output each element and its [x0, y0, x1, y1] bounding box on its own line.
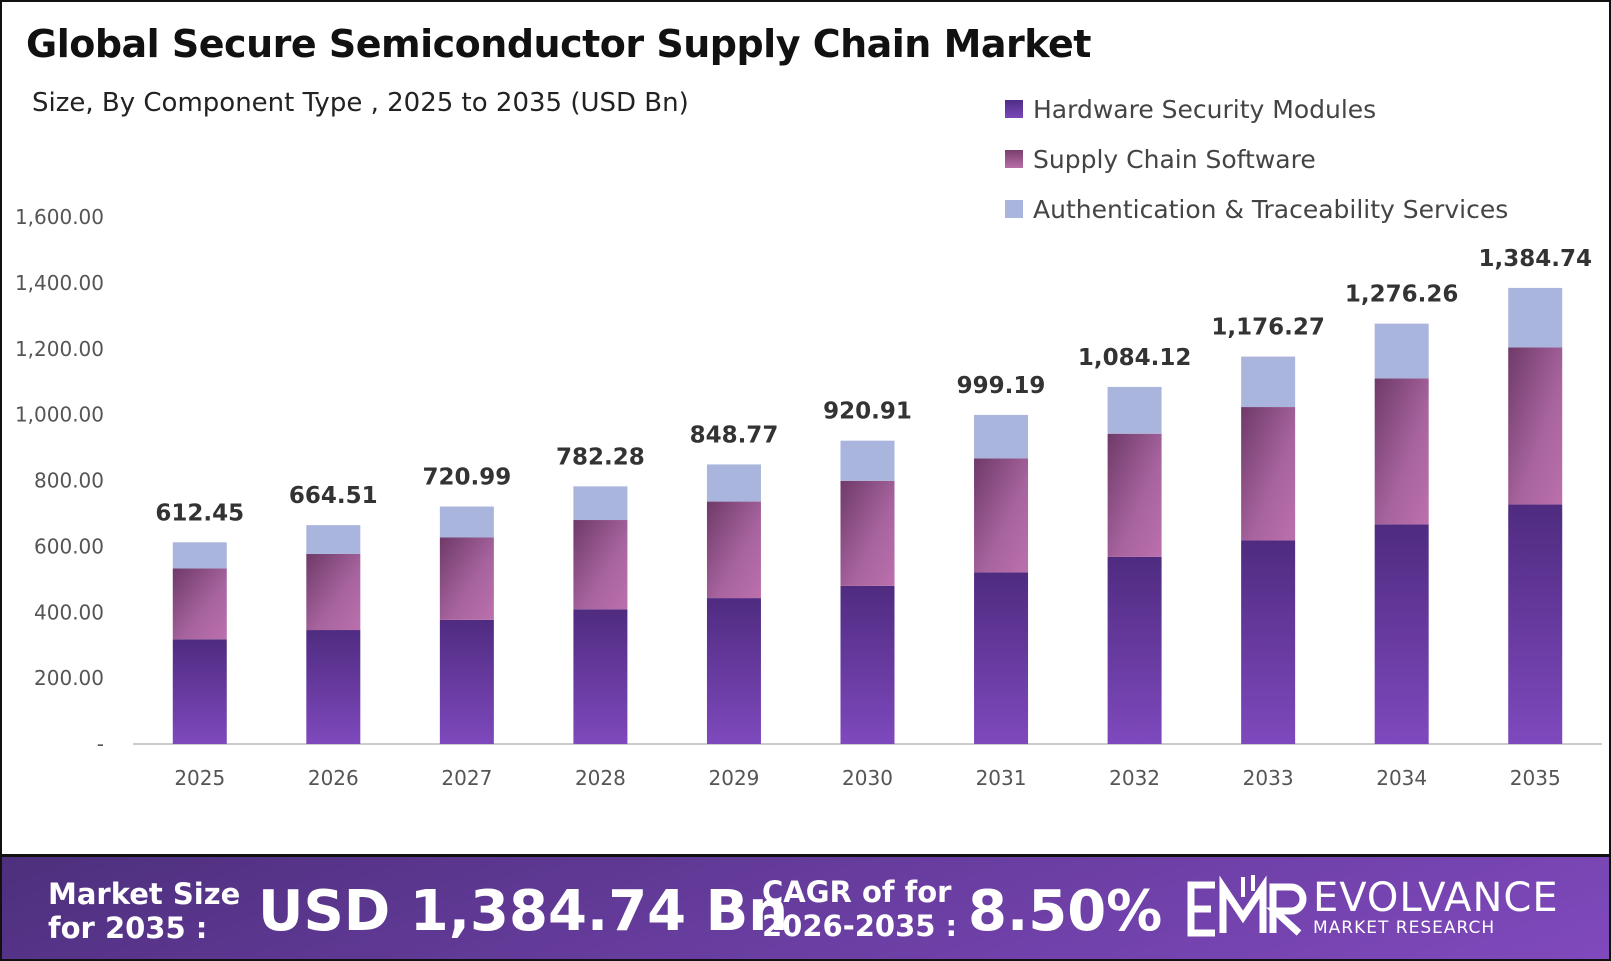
bar-segment-hsm	[1508, 504, 1563, 744]
bar-segment-hsm	[974, 572, 1029, 744]
y-tick-label: -	[97, 732, 104, 756]
data-label-total: 720.99	[422, 465, 511, 491]
cagr-value: 8.50%	[968, 879, 1163, 944]
bar-segment-hsm	[1107, 556, 1162, 744]
x-tick-label: 2026	[308, 766, 359, 790]
y-tick-label: 1,600.00	[15, 205, 104, 229]
bar-segment-hsm	[306, 630, 361, 744]
bar-segment-hsm	[1374, 524, 1429, 744]
bar-segment-software	[706, 501, 761, 599]
y-tick-label: 400.00	[34, 600, 104, 624]
data-label-total: 1,084.12	[1078, 345, 1192, 371]
data-label-total: 999.19	[957, 373, 1046, 399]
emr-logo-icon	[1187, 875, 1307, 937]
cagr-label-line1: CAGR of for	[762, 875, 952, 909]
bar-segment-hsm	[573, 609, 628, 744]
legend-label: Hardware Security Modules	[1033, 94, 1377, 124]
bar-segment-auth	[1374, 323, 1429, 379]
y-tick-label: 600.00	[34, 534, 104, 558]
logo-name: EVOLVANCE	[1313, 875, 1559, 921]
bar-segment-software	[1107, 433, 1162, 557]
x-tick-label: 2030	[842, 766, 893, 790]
data-label-total: 1,176.27	[1211, 315, 1325, 341]
market-size-label: Market Size for 2035 :	[48, 877, 240, 945]
logo-subtitle: MARKET RESEARCH	[1313, 918, 1496, 938]
legend-swatch	[1005, 100, 1023, 118]
x-tick-label: 2027	[441, 766, 492, 790]
market-size-label-line2: for 2035 :	[48, 911, 208, 945]
x-tick-label: 2032	[1109, 766, 1160, 790]
y-tick-label: 200.00	[34, 666, 104, 690]
legend-swatch	[1005, 150, 1023, 168]
bar-segment-software	[1508, 347, 1563, 505]
data-label-total: 782.28	[556, 444, 645, 470]
bar-segment-hsm	[1241, 540, 1296, 744]
bar-segment-software	[1374, 378, 1429, 525]
legend-swatch	[1005, 200, 1023, 218]
chart-subtitle: Size, By Component Type , 2025 to 2035 (…	[32, 88, 689, 118]
legend-item-software: Supply Chain Software	[1005, 134, 1508, 184]
bar-segment-hsm	[840, 585, 895, 744]
y-tick-label: 1,200.00	[15, 337, 104, 361]
bar-segment-auth	[1241, 356, 1296, 408]
bar-segment-software	[172, 568, 227, 640]
bar-segment-auth	[1107, 386, 1162, 434]
legend-item-auth: Authentication & Traceability Services	[1005, 184, 1508, 234]
y-tick-label: 1,000.00	[15, 403, 104, 427]
bar-segment-software	[1241, 407, 1296, 541]
data-label-total: 1,384.74	[1478, 246, 1592, 272]
bar-segment-hsm	[706, 598, 761, 744]
data-label-total: 848.77	[690, 422, 779, 448]
bar-segment-software	[840, 480, 895, 586]
bar-segment-software	[573, 520, 628, 610]
bar-segment-hsm	[172, 639, 227, 744]
legend-label: Supply Chain Software	[1033, 144, 1316, 174]
stacked-bar-chart: - 200.00 400.00 600.00 800.00 1,000.00 1,200.0…	[15, 205, 1602, 790]
y-tick-label: 800.00	[34, 469, 104, 493]
bar-segment-auth	[573, 486, 628, 521]
bar-segment-auth	[840, 440, 895, 481]
bar-segment-auth	[439, 506, 494, 538]
market-size-label-line1: Market Size	[48, 877, 241, 911]
bar-segment-software	[306, 553, 361, 631]
bar-segment-auth	[706, 464, 761, 502]
bar-segment-software	[974, 458, 1029, 573]
bar-segment-auth	[974, 414, 1029, 459]
bar-segment-hsm	[439, 619, 494, 744]
x-tick-label: 2033	[1243, 766, 1294, 790]
evolvance-logo: EVOLVANCE MARKET RESEARCH	[1187, 873, 1559, 943]
cagr-label-line2: 2026-2035 :	[762, 909, 958, 943]
market-size-value: USD 1,384.74 Bn	[258, 879, 789, 944]
x-tick-label: 2035	[1510, 766, 1561, 790]
x-tick-label: 2029	[709, 766, 760, 790]
legend: Hardware Security Modules Supply Chain S…	[1005, 84, 1508, 234]
chart-title: Global Secure Semiconductor Supply Chain…	[26, 22, 1091, 66]
data-label-total: 920.91	[823, 399, 912, 425]
x-tick-label: 2034	[1376, 766, 1427, 790]
data-label-total: 612.45	[155, 500, 244, 526]
y-tick-label: 1,400.00	[15, 271, 104, 295]
data-label-total: 664.51	[289, 483, 378, 509]
bar-segment-auth	[1508, 287, 1563, 348]
cagr-label: CAGR of for 2026-2035 :	[762, 875, 957, 943]
legend-item-hsm: Hardware Security Modules	[1005, 84, 1508, 134]
summary-banner: Market Size for 2035 : USD 1,384.74 Bn C…	[2, 854, 1609, 959]
bar-segment-auth	[172, 542, 227, 569]
x-tick-label: 2031	[976, 766, 1027, 790]
x-tick-label: 2028	[575, 766, 626, 790]
x-tick-label: 2025	[174, 766, 225, 790]
bar-segment-auth	[306, 525, 361, 554]
data-label-total: 1,276.26	[1345, 282, 1459, 308]
legend-label: Authentication & Traceability Services	[1033, 194, 1509, 224]
bar-segment-software	[439, 537, 494, 620]
